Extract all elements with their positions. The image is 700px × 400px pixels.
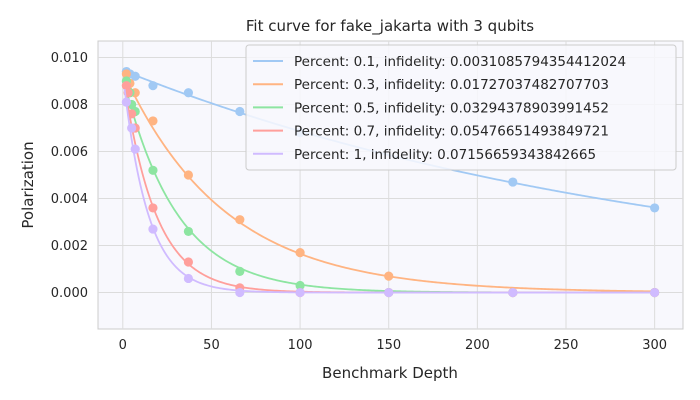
data-point: [235, 215, 245, 225]
y-axis-label: Polarization: [19, 141, 37, 228]
y-tick-label: 0.004: [51, 192, 88, 207]
data-point: [384, 287, 394, 298]
x-tick-label: 150: [376, 338, 401, 353]
y-tick-label: 0.000: [51, 286, 88, 301]
data-point: [183, 273, 194, 284]
data-point: [121, 69, 131, 79]
data-point: [235, 287, 245, 298]
y-tick-label: 0.010: [51, 51, 88, 66]
data-point: [508, 177, 518, 187]
legend-entry: Percent: 0.1, infidelity: 0.003108579435…: [294, 54, 626, 70]
y-axis-ticks: 0.000 0.002 0.004 0.006 0.008 0.010: [51, 51, 88, 301]
legend-box: [245, 44, 677, 171]
x-tick-label: 0: [119, 338, 127, 353]
data-point: [183, 226, 194, 237]
x-tick-label: 300: [642, 338, 667, 353]
chart-title: Fit curve for fake_jakarta with 3 qubits: [246, 17, 534, 36]
data-point: [148, 203, 158, 213]
data-point: [148, 81, 158, 91]
series-4: [121, 88, 660, 298]
x-tick-label: 250: [554, 338, 579, 353]
data-point: [295, 287, 305, 298]
y-tick-label: 0.006: [51, 145, 88, 160]
data-point: [127, 123, 137, 133]
legend-entry: Percent: 0.3, infidelity: 0.017270374827…: [294, 77, 609, 93]
data-point: [235, 106, 245, 117]
x-tick-label: 200: [465, 338, 490, 353]
data-point: [183, 170, 194, 180]
data-point: [650, 203, 660, 213]
x-tick-label: 100: [288, 338, 313, 353]
x-axis-ticks: 0 50 100 150 200 250 300: [119, 338, 667, 353]
series-layer: [121, 66, 660, 298]
data-point: [148, 224, 158, 234]
data-point: [295, 247, 305, 258]
data-point: [130, 144, 140, 154]
data-point: [183, 88, 194, 98]
data-point: [148, 116, 158, 126]
data-point: [295, 280, 305, 291]
data-point: [130, 71, 140, 81]
x-axis-label: Benchmark Depth: [322, 364, 458, 382]
legend-entry: Percent: 0.5, infidelity: 0.032943789039…: [294, 100, 609, 116]
grid: [98, 41, 683, 329]
legend: Percent: 0.1, infidelity: 0.003108579435…: [245, 44, 677, 171]
data-point: [384, 271, 394, 281]
data-point: [127, 109, 137, 119]
data-point: [235, 266, 245, 276]
y-tick-label: 0.002: [51, 239, 88, 254]
data-point: [650, 287, 660, 298]
legend-entry: Percent: 0.7, infidelity: 0.054766514938…: [294, 124, 609, 140]
y-tick-label: 0.008: [51, 98, 88, 113]
x-tick-label: 50: [203, 338, 220, 353]
data-point: [121, 81, 131, 91]
legend-entry: Percent: 1, infidelity: 0.07156659343842…: [294, 147, 596, 163]
data-point: [508, 287, 518, 298]
data-point: [148, 165, 158, 175]
data-point: [183, 257, 194, 267]
data-point: [121, 97, 131, 107]
